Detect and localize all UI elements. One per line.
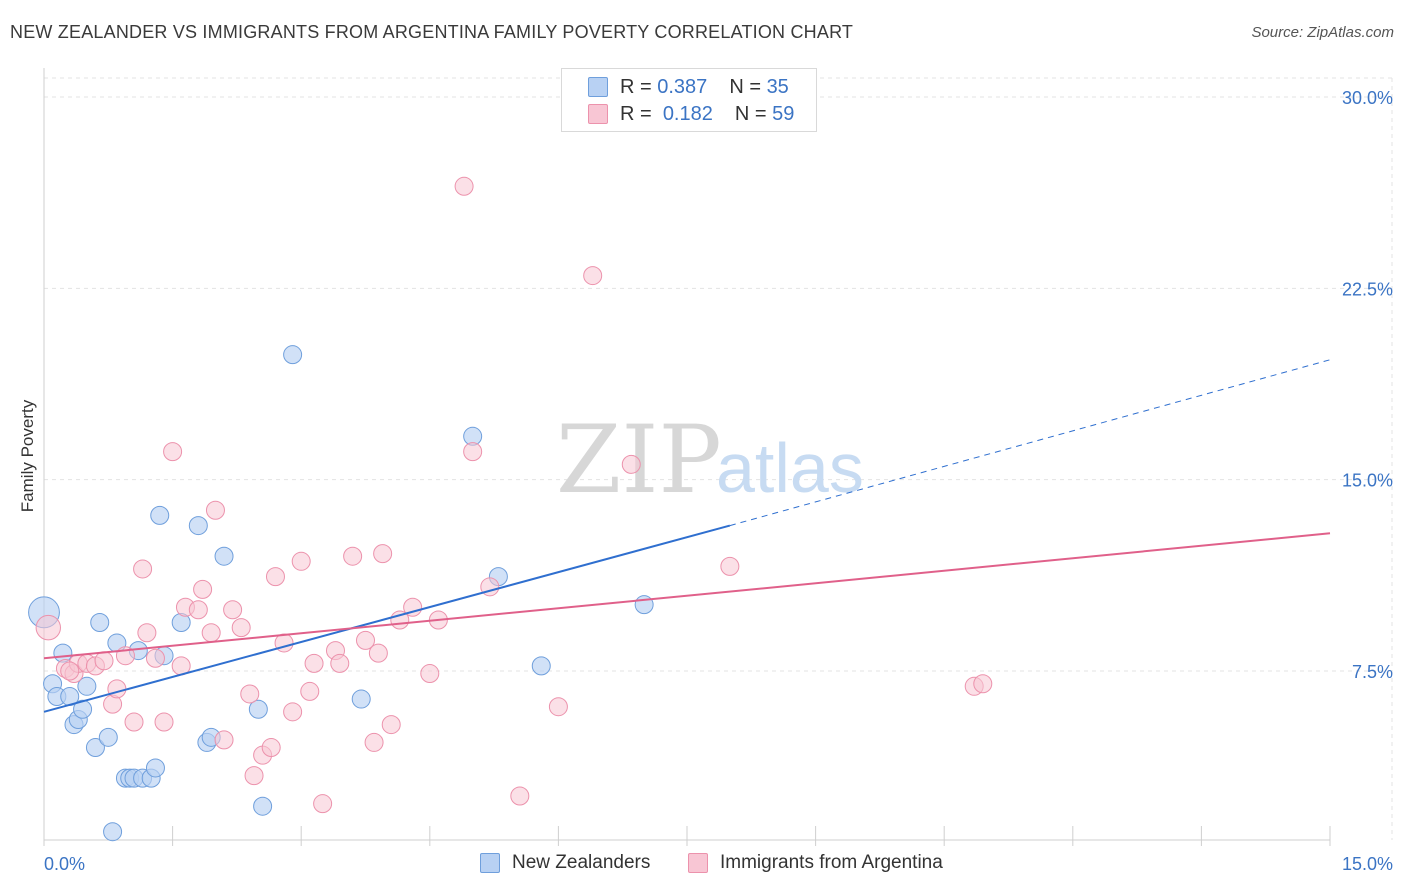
legend-swatch-pink — [588, 104, 608, 124]
data-point-argentina — [193, 579, 213, 599]
n-label: N = — [729, 75, 761, 98]
data-point-argentina — [403, 597, 423, 617]
data-point-argentina — [35, 614, 61, 641]
data-point-argentina — [291, 551, 311, 571]
data-point-argentina — [420, 664, 440, 684]
data-point-argentina — [107, 679, 127, 699]
data-point-argentina — [94, 651, 114, 671]
data-point-argentina — [244, 766, 264, 786]
n-label: N = — [734, 102, 767, 125]
data-point-argentina — [163, 442, 183, 462]
data-point-argentina — [133, 559, 153, 579]
data-point-new-zealanders — [98, 727, 118, 747]
correlation-legend: R = 0.387 N = 35 R = 0.182 N = 59 — [561, 68, 817, 132]
data-point-new-zealanders — [253, 796, 273, 816]
data-point-argentina — [261, 738, 281, 758]
trend-line-new-zealanders-extension — [729, 359, 1331, 527]
data-point-argentina — [223, 600, 243, 620]
y-axis-label: Family Poverty — [18, 399, 37, 513]
data-point-argentina — [313, 794, 333, 814]
data-point-argentina — [381, 715, 401, 735]
data-point-argentina — [201, 623, 221, 643]
source-credit: Source: ZipAtlas.com — [1251, 24, 1394, 41]
data-point-argentina — [368, 643, 388, 663]
data-point-argentina — [188, 600, 208, 620]
data-point-argentina — [454, 176, 474, 196]
legend-item-argentina: Immigrants from Argentina — [688, 852, 943, 874]
n-value: 59 — [772, 102, 795, 125]
data-point-argentina — [304, 653, 324, 673]
data-point-argentina — [720, 556, 740, 576]
data-point-argentina — [137, 623, 157, 643]
y-tick-label: 30.0% — [1342, 88, 1393, 108]
trend-line-argentina — [43, 532, 1331, 660]
data-point-new-zealanders — [283, 345, 303, 365]
y-tick-label: 7.5% — [1352, 662, 1393, 682]
data-point-argentina — [973, 674, 993, 694]
data-point-argentina — [548, 697, 568, 717]
data-point-argentina — [231, 618, 251, 638]
r-value: 0.387 — [657, 75, 708, 98]
data-point-new-zealanders — [73, 699, 93, 719]
data-point-argentina — [145, 648, 165, 668]
legend-swatch-argentina — [688, 853, 708, 873]
y-tick-label: 15.0% — [1342, 471, 1393, 491]
data-point-new-zealanders — [90, 613, 110, 633]
legend-label-new-zealanders: New Zealanders — [512, 852, 651, 873]
data-point-argentina — [214, 730, 234, 750]
data-point-argentina — [364, 732, 384, 752]
data-point-new-zealanders — [531, 656, 551, 676]
data-point-new-zealanders — [351, 689, 371, 709]
data-point-argentina — [265, 567, 285, 587]
data-point-argentina — [510, 786, 530, 806]
data-point-argentina — [300, 681, 320, 701]
data-point-new-zealanders — [77, 676, 97, 696]
data-point-argentina — [283, 702, 303, 722]
x-tick-label: 15.0% — [1342, 854, 1393, 874]
data-point-new-zealanders — [150, 505, 170, 525]
n-value: 35 — [766, 75, 789, 98]
trend-line-new-zealanders — [43, 524, 731, 713]
data-point-argentina — [154, 712, 174, 732]
data-point-argentina — [124, 712, 144, 732]
data-point-argentina — [373, 544, 393, 564]
legend-swatch-blue — [588, 77, 608, 97]
data-point-new-zealanders — [145, 758, 165, 778]
data-point-argentina — [463, 442, 483, 462]
r-value: 0.182 — [662, 102, 713, 125]
data-point-argentina — [621, 454, 641, 474]
data-point-new-zealanders — [85, 738, 105, 758]
data-point-argentina — [330, 653, 350, 673]
data-point-argentina — [205, 500, 225, 520]
watermark-atlas: atlas — [716, 429, 864, 507]
legend-swatch-new-zealanders — [480, 853, 500, 873]
data-point-new-zealanders — [103, 822, 123, 842]
data-point-new-zealanders — [248, 699, 268, 719]
data-point-argentina — [240, 684, 260, 704]
legend-item-new-zealanders: New Zealanders — [480, 852, 650, 874]
data-point-argentina — [583, 266, 603, 286]
legend-label-argentina: Immigrants from Argentina — [720, 852, 943, 873]
data-point-argentina — [343, 546, 363, 566]
chart-title: NEW ZEALANDER VS IMMIGRANTS FROM ARGENTI… — [10, 22, 854, 42]
r-label: R = — [620, 75, 652, 98]
data-point-new-zealanders — [188, 516, 208, 536]
r-label: R = — [620, 102, 652, 125]
x-tick-label: 0.0% — [44, 854, 85, 874]
legend-row-new-zealanders: R = 0.387 N = 35 — [562, 74, 789, 100]
y-tick-label: 22.5% — [1342, 279, 1393, 299]
data-point-argentina — [356, 630, 375, 650]
data-point-argentina — [60, 661, 80, 681]
legend-row-argentina: R = 0.182 N = 59 — [562, 101, 794, 127]
data-point-new-zealanders — [214, 546, 234, 566]
